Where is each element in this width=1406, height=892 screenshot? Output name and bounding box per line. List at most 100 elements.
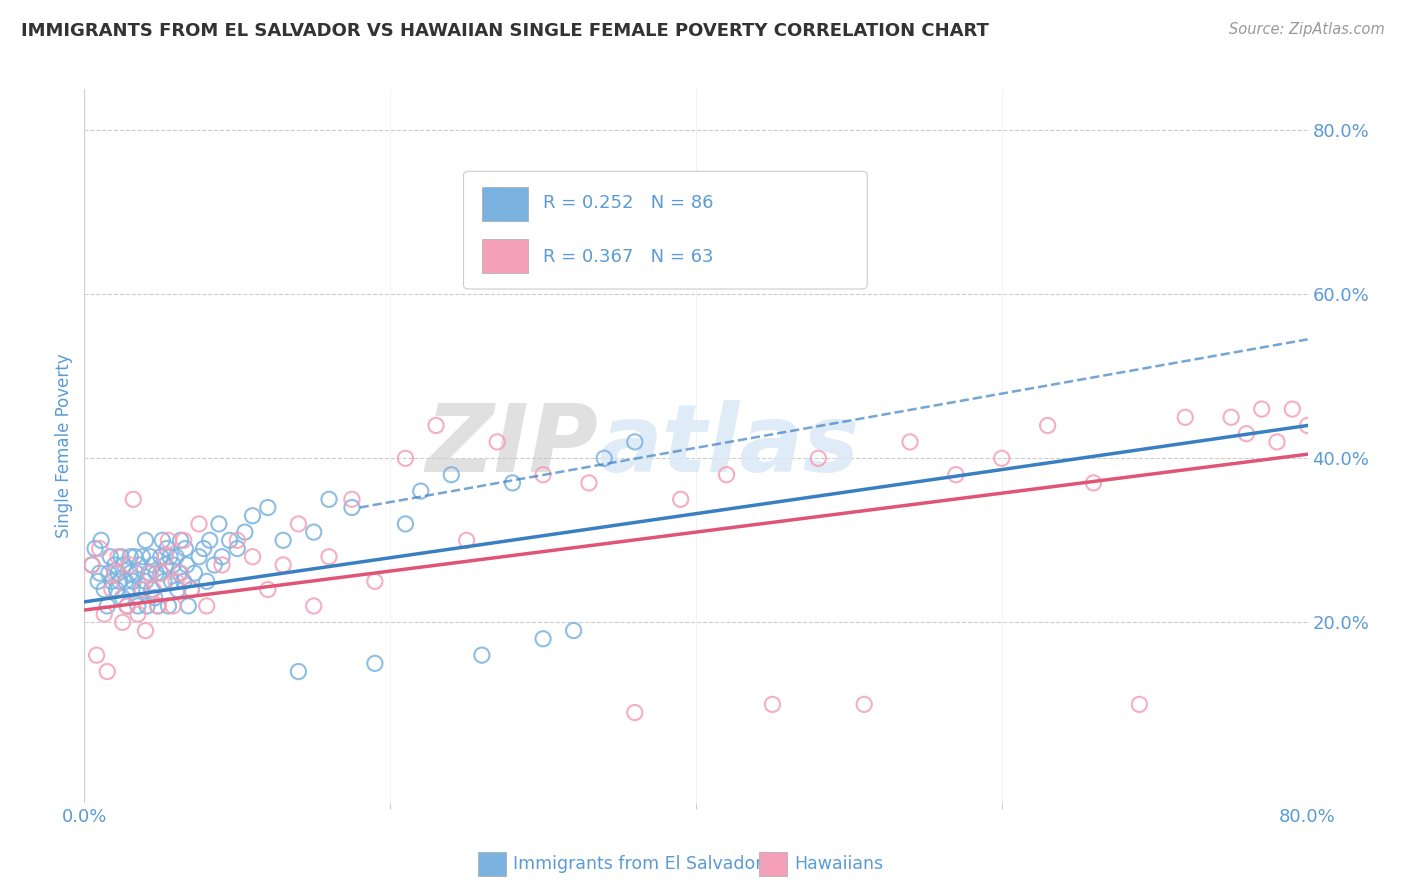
Point <box>364 657 387 671</box>
Point <box>257 500 280 515</box>
Point <box>115 599 138 613</box>
Point <box>364 574 387 589</box>
Point <box>157 599 180 613</box>
Point <box>1281 402 1303 417</box>
Point <box>394 451 416 466</box>
Point <box>157 533 180 548</box>
Point <box>111 591 134 605</box>
Point <box>89 541 111 556</box>
Text: atlas: atlas <box>598 400 859 492</box>
Point <box>149 549 172 564</box>
Point <box>302 599 325 613</box>
Point <box>202 558 225 572</box>
Point <box>1296 418 1319 433</box>
Point <box>173 533 195 548</box>
Point <box>180 582 202 597</box>
Point <box>86 648 108 662</box>
Point <box>174 541 197 556</box>
Point <box>176 558 198 572</box>
Point <box>233 525 256 540</box>
Y-axis label: Single Female Poverty: Single Female Poverty <box>55 354 73 538</box>
Point <box>101 582 124 597</box>
Point <box>1250 402 1272 417</box>
Point <box>669 492 692 507</box>
Point <box>165 549 187 564</box>
Point <box>167 566 190 581</box>
Point <box>180 582 202 597</box>
Point <box>211 558 233 572</box>
Point <box>89 566 111 581</box>
Point <box>486 434 509 449</box>
Point <box>593 451 616 466</box>
Point <box>120 566 142 581</box>
Point <box>198 533 221 548</box>
Point <box>170 533 193 548</box>
Point <box>146 599 169 613</box>
Point <box>226 533 249 548</box>
Point <box>160 574 183 589</box>
Text: R = 0.367   N = 63: R = 0.367 N = 63 <box>543 248 714 266</box>
Point <box>131 549 153 564</box>
Point <box>1128 698 1150 712</box>
Point <box>128 558 150 572</box>
Point <box>80 558 103 572</box>
Point <box>104 558 127 572</box>
Point <box>122 492 145 507</box>
Point <box>138 566 160 581</box>
Point <box>153 574 176 589</box>
Point <box>287 516 309 531</box>
Point <box>578 475 600 490</box>
Point <box>129 582 152 597</box>
Point <box>159 549 181 564</box>
Point <box>105 582 128 597</box>
Point <box>394 516 416 531</box>
Point <box>108 574 131 589</box>
Point <box>112 558 135 572</box>
Point <box>127 599 149 613</box>
Point <box>122 574 145 589</box>
Point <box>242 508 264 523</box>
Point <box>135 624 157 638</box>
Point <box>1083 475 1105 490</box>
Point <box>340 500 363 515</box>
Point <box>131 582 153 597</box>
Point <box>624 434 647 449</box>
Point <box>271 558 294 572</box>
Point <box>257 582 280 597</box>
Point <box>173 574 195 589</box>
Point <box>93 582 115 597</box>
Point <box>162 599 184 613</box>
Point <box>271 533 294 548</box>
Point <box>242 549 264 564</box>
Point <box>115 599 138 613</box>
Point <box>318 492 340 507</box>
Point <box>898 434 921 449</box>
Point <box>107 566 129 581</box>
Point <box>170 566 193 581</box>
Point <box>166 582 188 597</box>
Point <box>188 516 211 531</box>
Point <box>149 566 172 581</box>
Point <box>562 624 585 638</box>
Point <box>456 533 478 548</box>
Point <box>193 541 215 556</box>
Point <box>991 451 1014 466</box>
Point <box>146 599 169 613</box>
Point <box>302 525 325 540</box>
Text: Hawaiians: Hawaiians <box>794 855 883 873</box>
Point <box>1265 434 1288 449</box>
Point <box>96 599 118 613</box>
Point <box>761 698 783 712</box>
Point <box>149 566 172 581</box>
Point <box>139 549 162 564</box>
Point <box>287 665 309 679</box>
Point <box>120 558 142 572</box>
Point <box>177 599 200 613</box>
Point <box>716 467 738 482</box>
Point <box>195 574 218 589</box>
Point <box>155 549 177 564</box>
Point <box>142 558 165 572</box>
Point <box>136 599 159 613</box>
FancyBboxPatch shape <box>482 239 529 273</box>
Point <box>125 566 148 581</box>
